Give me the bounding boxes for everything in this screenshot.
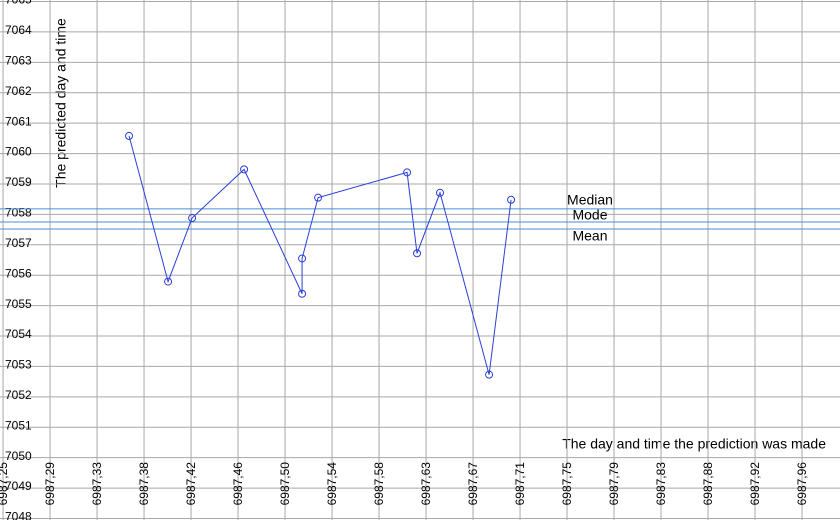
x-tick-label: 6987,71 xyxy=(513,462,527,506)
data-point xyxy=(188,214,197,223)
x-tick-label: 6987,46 xyxy=(231,462,245,506)
data-point xyxy=(413,249,422,258)
data-point xyxy=(436,188,445,197)
y-tick-label: 7048 xyxy=(5,510,32,520)
x-tick-label: 6987,96 xyxy=(795,462,809,506)
x-tick-label: 6987,92 xyxy=(748,462,762,506)
x-tick-label: 6987,63 xyxy=(419,462,433,506)
data-line xyxy=(128,135,512,375)
y-tick-label: 7052 xyxy=(5,388,32,402)
x-tick-label: 6987,29 xyxy=(43,462,57,506)
y-tick-label: 7060 xyxy=(5,145,32,159)
x-tick-label: 6987,88 xyxy=(701,462,715,506)
y-tick-label: 7049 xyxy=(5,479,32,493)
y-tick-label: 7065 xyxy=(5,0,32,7)
x-tick-label: 6987,67 xyxy=(466,462,480,506)
x-tick-label: 6987,83 xyxy=(654,462,668,506)
data-point xyxy=(240,165,249,174)
x-tick-label: 6987,75 xyxy=(560,462,574,506)
x-tick-label: 6987,25 xyxy=(0,462,10,506)
x-tick-label: 6987,38 xyxy=(137,462,151,506)
y-tick-label: 7054 xyxy=(5,327,32,341)
x-tick-label: 6987,54 xyxy=(325,462,339,506)
y-tick-label: 7055 xyxy=(5,297,32,311)
y-tick-label: 7058 xyxy=(5,206,32,220)
y-tick-label: 7062 xyxy=(5,84,32,98)
data-point xyxy=(164,277,173,286)
reference-label: Median xyxy=(567,192,613,208)
y-tick-label: 7064 xyxy=(5,23,32,37)
data-point xyxy=(298,289,307,298)
y-tick-label: 7063 xyxy=(5,54,32,68)
data-point xyxy=(507,195,516,204)
y-tick-label: 7057 xyxy=(5,236,32,250)
x-tick-label: 6987,42 xyxy=(184,462,198,506)
y-tick-label: 7061 xyxy=(5,114,32,128)
x-tick-label: 6987,58 xyxy=(372,462,386,506)
data-point xyxy=(485,370,494,379)
x-tick-label: 6987,79 xyxy=(607,462,621,506)
y-tick-label: 7050 xyxy=(5,449,32,463)
y-axis-label: The predicted day and time xyxy=(53,18,69,188)
data-point xyxy=(298,254,307,263)
reference-label: Mode xyxy=(572,207,607,223)
x-tick-label: 6987,50 xyxy=(278,462,292,506)
reference-label: Mean xyxy=(572,228,607,244)
y-tick-label: 7059 xyxy=(5,175,32,189)
data-point xyxy=(314,193,323,202)
data-point xyxy=(403,168,412,177)
data-point xyxy=(125,131,134,140)
y-tick-label: 7056 xyxy=(5,266,32,280)
y-tick-label: 7053 xyxy=(5,358,32,372)
x-tick-label: 6987,33 xyxy=(90,462,104,506)
y-tick-label: 7051 xyxy=(5,418,32,432)
x-axis-label: The day and time the prediction was made xyxy=(562,436,826,452)
